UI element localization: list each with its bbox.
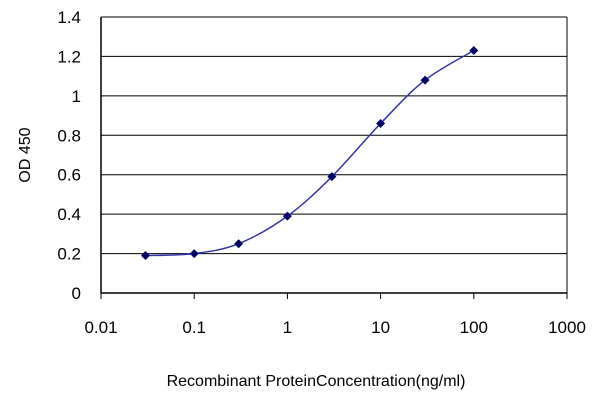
x-tick-label: 10 (371, 318, 390, 337)
data-points (140, 46, 479, 261)
x-tick-label: 1 (283, 318, 292, 337)
x-tick-label: 1000 (548, 318, 586, 337)
data-point (469, 46, 479, 56)
y-tick-label: 0.2 (57, 245, 81, 264)
y-tick-label: 0.8 (57, 126, 81, 145)
y-tick-label: 1.2 (57, 47, 81, 66)
y-tick-label: 0 (72, 284, 81, 303)
series-line (145, 49, 475, 257)
x-tick-label: 0.1 (182, 318, 206, 337)
axes (100, 17, 568, 299)
data-point (420, 75, 430, 85)
data-point (376, 118, 386, 128)
x-tick-labels: 0.01 0.1 1 10 100 1000 (84, 318, 585, 337)
y-tick-label: 1.4 (57, 8, 81, 27)
data-point (140, 251, 150, 261)
y-tick-label: 0.4 (57, 205, 81, 224)
series-lines (145, 49, 475, 257)
x-axis-title: Recombinant ProteinConcentration(ng/ml) (167, 373, 466, 390)
x-tick-label: 0.01 (84, 318, 117, 337)
data-point (327, 172, 337, 182)
gridlines (101, 16, 567, 255)
y-tick-labels: 0 0.2 0.4 0.6 0.8 1 1.2 1.4 (57, 8, 81, 303)
y-tick-label: 0.6 (57, 166, 81, 185)
data-point (282, 211, 292, 221)
y-tick-label: 1 (72, 87, 81, 106)
y-axis-title: OD 450 (17, 127, 34, 182)
x-tick-label: 100 (460, 318, 488, 337)
data-point (234, 239, 244, 249)
data-point (189, 249, 199, 259)
